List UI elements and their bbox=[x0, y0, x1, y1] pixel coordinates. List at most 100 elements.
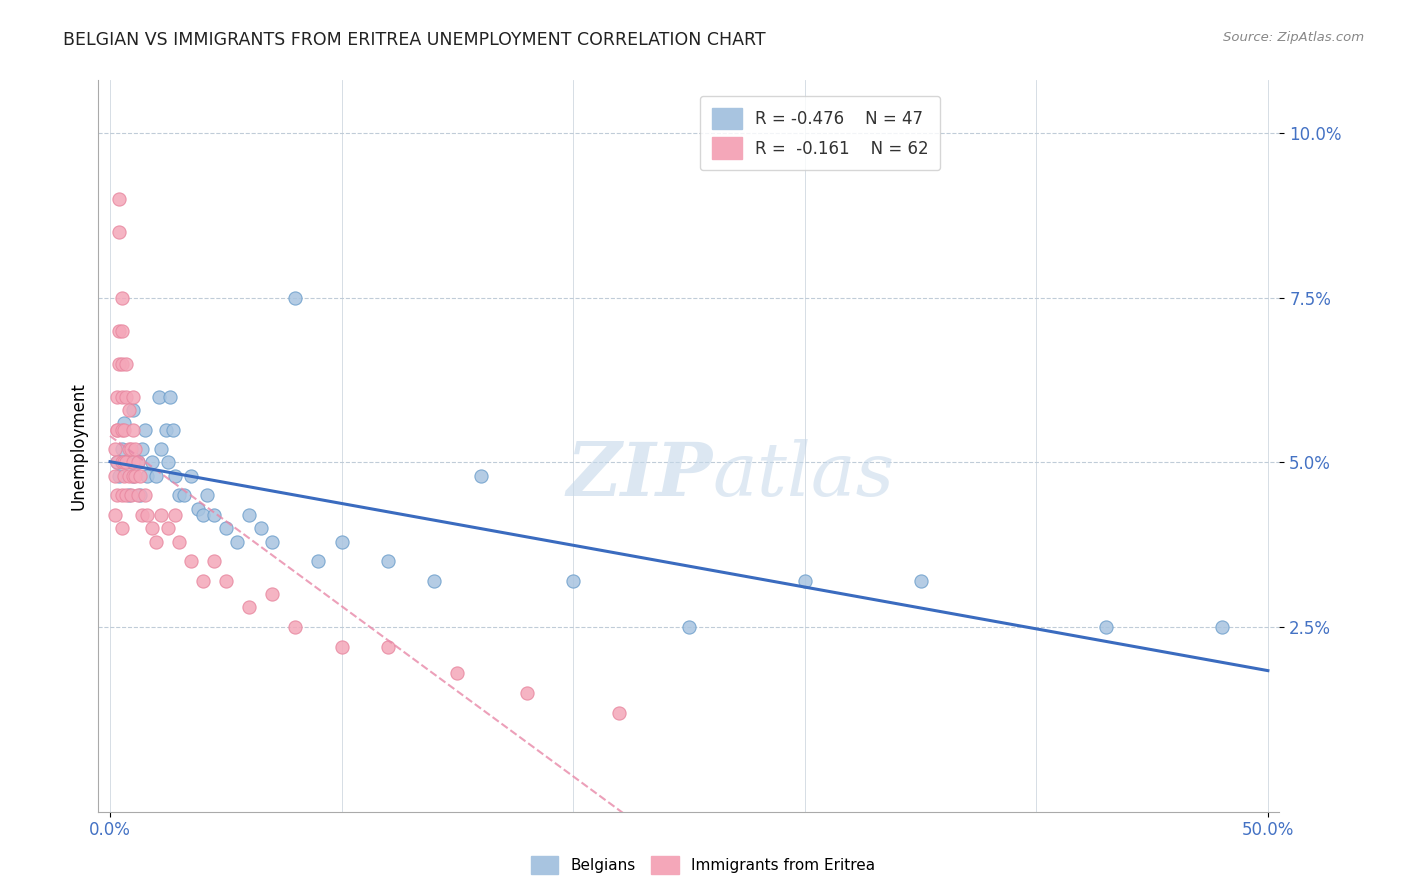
Point bbox=[330, 534, 353, 549]
Point bbox=[110, 521, 132, 535]
Point bbox=[110, 291, 132, 305]
Point bbox=[108, 357, 131, 371]
Point bbox=[112, 455, 135, 469]
Point bbox=[105, 423, 128, 437]
Point bbox=[108, 324, 131, 338]
Text: ZIP: ZIP bbox=[567, 439, 713, 511]
Point bbox=[117, 402, 139, 417]
Point bbox=[169, 488, 191, 502]
Point bbox=[678, 620, 700, 634]
Point bbox=[112, 468, 135, 483]
Point bbox=[156, 521, 179, 535]
Point bbox=[127, 488, 149, 502]
Point bbox=[134, 488, 156, 502]
Point bbox=[131, 442, 153, 457]
Point bbox=[470, 468, 492, 483]
Point bbox=[562, 574, 585, 588]
Point bbox=[127, 455, 149, 469]
Point bbox=[105, 455, 128, 469]
Point bbox=[112, 416, 135, 430]
Point bbox=[149, 442, 172, 457]
Point bbox=[122, 390, 145, 404]
Point bbox=[180, 468, 202, 483]
Point bbox=[115, 488, 138, 502]
Point bbox=[145, 468, 167, 483]
Point bbox=[131, 508, 153, 523]
Point bbox=[108, 225, 131, 239]
Point bbox=[122, 468, 145, 483]
Point bbox=[136, 468, 159, 483]
Point bbox=[187, 501, 209, 516]
Point bbox=[117, 442, 139, 457]
Point bbox=[117, 488, 139, 502]
Point bbox=[110, 442, 132, 457]
Point bbox=[180, 554, 202, 568]
Point bbox=[163, 508, 186, 523]
Point bbox=[110, 324, 132, 338]
Point bbox=[122, 402, 145, 417]
Text: atlas: atlas bbox=[713, 439, 894, 511]
Point bbox=[104, 468, 127, 483]
Point bbox=[104, 442, 127, 457]
Point bbox=[1094, 620, 1116, 634]
Legend: R = -0.476    N = 47, R =  -0.161    N = 62: R = -0.476 N = 47, R = -0.161 N = 62 bbox=[700, 96, 941, 170]
Point bbox=[307, 554, 329, 568]
Point bbox=[124, 468, 146, 483]
Point bbox=[120, 455, 142, 469]
Point bbox=[108, 192, 131, 206]
Point bbox=[238, 508, 260, 523]
Point bbox=[284, 620, 307, 634]
Point bbox=[226, 534, 249, 549]
Point bbox=[115, 455, 138, 469]
Point bbox=[159, 390, 181, 404]
Point bbox=[191, 574, 214, 588]
Point bbox=[115, 357, 138, 371]
Point bbox=[202, 554, 225, 568]
Y-axis label: Unemployment: Unemployment bbox=[69, 382, 87, 510]
Point bbox=[262, 587, 284, 601]
Point bbox=[115, 455, 138, 469]
Point bbox=[122, 423, 145, 437]
Point bbox=[330, 640, 353, 654]
Point bbox=[127, 455, 149, 469]
Point bbox=[249, 521, 271, 535]
Point bbox=[516, 686, 538, 700]
Point bbox=[110, 357, 132, 371]
Text: BELGIAN VS IMMIGRANTS FROM ERITREA UNEMPLOYMENT CORRELATION CHART: BELGIAN VS IMMIGRANTS FROM ERITREA UNEMP… bbox=[63, 31, 766, 49]
Point bbox=[173, 488, 195, 502]
Point bbox=[105, 455, 128, 469]
Point bbox=[122, 455, 145, 469]
Point bbox=[141, 521, 163, 535]
Point bbox=[120, 488, 142, 502]
Point bbox=[112, 423, 135, 437]
Point bbox=[262, 534, 284, 549]
Point bbox=[156, 455, 179, 469]
Point bbox=[145, 534, 167, 549]
Point bbox=[423, 574, 446, 588]
Point bbox=[105, 488, 128, 502]
Point bbox=[134, 423, 156, 437]
Point bbox=[793, 574, 815, 588]
Point bbox=[110, 455, 132, 469]
Point bbox=[120, 442, 142, 457]
Point bbox=[129, 468, 152, 483]
Point bbox=[215, 574, 238, 588]
Point bbox=[110, 390, 132, 404]
Point bbox=[108, 468, 131, 483]
Point bbox=[149, 508, 172, 523]
Point bbox=[105, 423, 128, 437]
Point bbox=[117, 468, 139, 483]
Point bbox=[141, 455, 163, 469]
Point bbox=[215, 521, 238, 535]
Point bbox=[377, 554, 399, 568]
Point bbox=[129, 488, 152, 502]
Point bbox=[284, 291, 307, 305]
Point bbox=[446, 666, 468, 681]
Point bbox=[202, 508, 225, 523]
Text: Source: ZipAtlas.com: Source: ZipAtlas.com bbox=[1223, 31, 1364, 45]
Point bbox=[377, 640, 399, 654]
Legend: Belgians, Immigrants from Eritrea: Belgians, Immigrants from Eritrea bbox=[524, 850, 882, 880]
Point bbox=[122, 468, 145, 483]
Point bbox=[155, 423, 177, 437]
Point bbox=[238, 600, 260, 615]
